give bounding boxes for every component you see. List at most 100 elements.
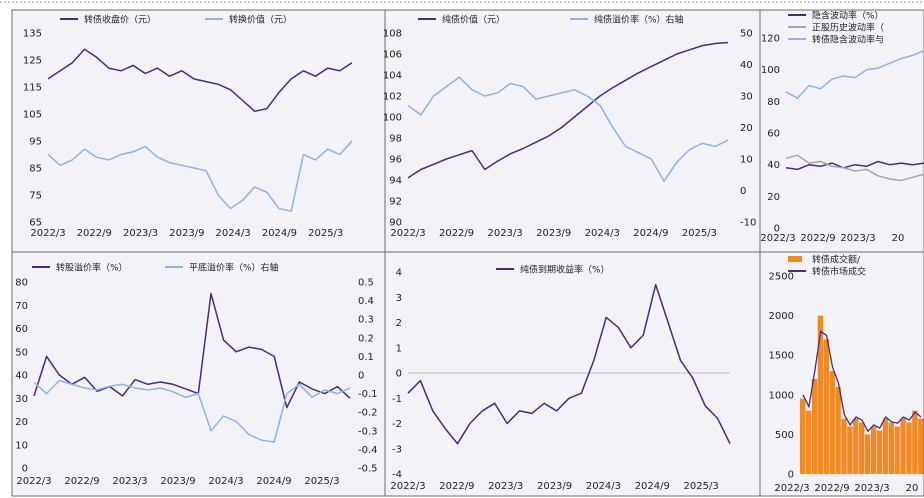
panel-c6-border <box>759 251 924 497</box>
y2-tick-label: 10 <box>740 155 753 166</box>
legend-label: 纯债溢价率（%）右轴 <box>594 14 684 26</box>
bar-mark <box>876 430 883 474</box>
x-tick-label: 2023/3 <box>488 481 523 492</box>
legend-label: 平底溢价率（%）右轴 <box>189 262 279 274</box>
bar-mark <box>811 378 818 474</box>
y-tick-label: 0 <box>396 369 402 380</box>
y-tick-label: 108 <box>383 29 402 40</box>
series-line <box>785 154 924 182</box>
y-tick-label: 120 <box>761 34 780 45</box>
x-tick-label: 2023/3 <box>112 476 147 487</box>
y2-tick-label: -0.1 <box>358 389 378 400</box>
x-tick-label: 2025/3 <box>308 228 343 239</box>
y-tick-label: 80 <box>15 278 28 289</box>
y-tick-label: 500 <box>775 430 794 441</box>
bar-mark <box>853 418 859 474</box>
y-tick-label: 106 <box>383 50 402 61</box>
legend-label: 纯债到期收益率（%） <box>520 264 610 276</box>
bar-mark <box>829 371 835 474</box>
y2-tick-label: 40 <box>740 60 753 71</box>
y2-tick-label: 30 <box>740 92 753 103</box>
y2-tick-label: 0.2 <box>358 333 374 344</box>
bar-mark <box>841 418 847 474</box>
y-tick-label: 104 <box>383 71 402 82</box>
x-tick-label: 2022/3 <box>16 476 51 487</box>
x-tick-label: 2024/9 <box>635 481 670 492</box>
y-tick-label: 95 <box>29 137 42 148</box>
legend-label: 转债隐含波动率与 <box>812 34 884 46</box>
y-tick-label: 2000 <box>769 311 794 322</box>
x-tick-label: 2022/9 <box>814 483 849 494</box>
y2-tick-label: 0.4 <box>358 296 374 307</box>
y2-tick-label: -10 <box>740 218 756 229</box>
legend-label: 纯债价值（元） <box>442 14 505 26</box>
x-tick-label: 2022/9 <box>439 228 474 239</box>
y-tick-label: 92 <box>389 197 402 208</box>
x-tick-label: 2024/3 <box>585 228 620 239</box>
panel-c5-bg <box>385 252 760 496</box>
y-tick-label: -4 <box>392 470 402 481</box>
y2-tick-label: -0.3 <box>358 426 378 437</box>
y2-tick-label: 0.5 <box>358 278 374 289</box>
x-tick-label: 2024/9 <box>256 476 291 487</box>
series-line <box>407 283 731 445</box>
x-tick-label: 20 <box>906 483 919 494</box>
legend-swatch <box>788 256 802 262</box>
y-tick-label: 2500 <box>769 272 794 283</box>
y-tick-label: 94 <box>389 176 402 187</box>
x-tick-label: 2022/9 <box>64 476 99 487</box>
x-tick-label: 2024/9 <box>633 228 668 239</box>
y-tick-label: -3 <box>392 444 402 455</box>
x-tick-label: 2022/9 <box>439 481 474 492</box>
x-tick-label: 2024/3 <box>216 228 251 239</box>
y-tick-label: 80 <box>767 97 780 108</box>
bar-mark <box>912 410 918 474</box>
chart-c5: -4 -3 -2 -1 0 1 2 3 4 2022/3 2022/9 2023/3 2023/9 202… <box>390 264 731 492</box>
bar-mark <box>870 426 877 474</box>
series-line <box>785 160 924 171</box>
y-tick-label: 20 <box>767 192 780 203</box>
x-tick-label: 2023/3 <box>488 228 523 239</box>
y2-tick-label: 0 <box>358 371 364 382</box>
y-tick-label: 40 <box>767 160 780 171</box>
y-tick-label: 10 <box>15 440 28 451</box>
chart-c6: 0 500 1000 1500 2000 2500 2022/3 2022/9 2023/3 20… <box>769 254 924 494</box>
y-tick-label: -1 <box>392 394 402 405</box>
x-tick-label: 2025/3 <box>684 481 719 492</box>
bar-mark <box>800 398 806 474</box>
bar-mark <box>888 422 894 474</box>
x-tick-label: 2025/3 <box>682 228 717 239</box>
bar-mark <box>835 386 841 474</box>
y-tick-label: 85 <box>29 164 42 175</box>
legend-label: 正股历史波动率（ <box>812 22 884 34</box>
chart-c4: 0 10 20 30 40 50 60 70 80 -0.5 -0.4 -0.3 -0.2 -0.1 0 0.… <box>15 262 377 488</box>
x-tick-label: 2024/3 <box>586 481 621 492</box>
y-tick-label: 0 <box>22 464 28 475</box>
y-tick-label: 98 <box>389 134 402 145</box>
series-line <box>407 41 729 179</box>
legend-label: 转股溢价率（%） <box>56 262 128 274</box>
y2-tick-label: 0 <box>740 186 746 197</box>
panel-c1-bg <box>12 10 385 252</box>
bar-mark <box>847 426 853 474</box>
x-tick-label: 2022/3 <box>774 483 809 494</box>
y2-tick-label: -0.5 <box>358 464 378 475</box>
x-tick-label: 20 <box>892 233 905 244</box>
legend-label: 转换价值（元） <box>229 14 292 26</box>
y-tick-label: 3 <box>396 293 402 304</box>
x-tick-label: 2022/9 <box>77 228 112 239</box>
bar-mark <box>894 426 900 474</box>
y-tick-label: -2 <box>392 419 402 430</box>
y-tick-label: 60 <box>767 129 780 140</box>
y-tick-label: 1 <box>396 343 402 354</box>
y-tick-label: 115 <box>23 83 42 94</box>
y-tick-label: 60 <box>15 324 28 335</box>
x-tick-label: 2023/9 <box>160 476 195 487</box>
y-tick-label: 135 <box>23 29 42 40</box>
bar-mark <box>906 422 912 474</box>
y-tick-label: 125 <box>23 56 42 67</box>
bar-mark <box>823 339 830 474</box>
series-line <box>47 140 353 212</box>
y-tick-label: 30 <box>15 394 28 405</box>
y-tick-label: 0 <box>774 224 780 235</box>
